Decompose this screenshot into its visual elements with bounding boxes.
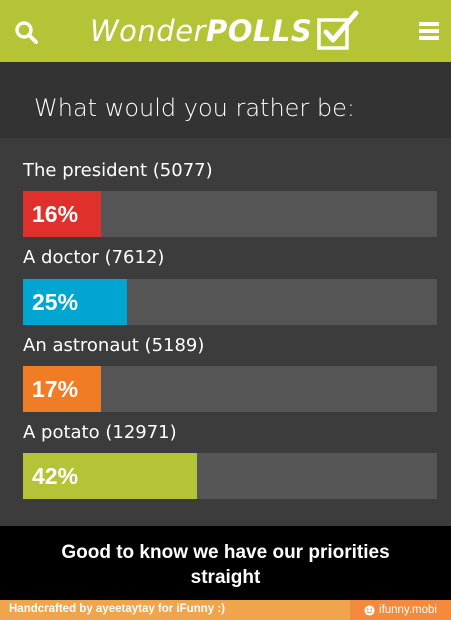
brand-logo[interactable]: Wonder POLLS [90,10,360,51]
watermark-footer: Handcrafted by ayeetaytay for iFunny :) … [0,600,451,620]
hamburger-menu-icon[interactable] [418,20,440,42]
search-icon[interactable] [14,20,38,44]
poll-option-fill: 16% [23,191,101,237]
brand-name-bold: POLLS [205,14,313,48]
caption-bar [0,526,451,600]
poll-option-percent: 42% [32,462,79,489]
poll-option-bar[interactable]: 17% [23,366,437,412]
poll-option-fill: 25% [23,279,127,325]
poll-option-percent: 16% [32,200,79,227]
smiley-icon [364,604,375,616]
caption-line-2: straight [190,567,261,588]
checkbox-check-icon [317,10,359,50]
poll-option-label: The president (5077) [23,160,213,181]
poll-option-bar[interactable]: 42% [23,453,437,499]
poll-option-percent: 25% [32,288,79,315]
poll-option-label: An astronaut (5189) [23,335,205,356]
footer-credit: Handcrafted by ayeetaytay for iFunny :) [9,603,225,615]
meme-caption: Good to know we have our priorities stra… [0,540,451,590]
poll-option-bar[interactable]: 16% [23,191,437,237]
poll-option-label: A doctor (7612) [23,247,165,268]
poll-question: What would you rather be: [34,94,356,122]
poll-option-percent: 17% [32,375,79,402]
poll-option-label: A potato (12971) [23,422,177,443]
poll-option-bar[interactable]: 25% [23,279,437,325]
question-bar [0,62,451,138]
footer-site: ifunny.mobi [379,604,437,616]
caption-line-1: Good to know we have our priorities [61,542,390,563]
brand-name-light: Wonder [90,14,206,48]
poll-option-fill: 17% [23,366,101,412]
poll-option-fill: 42% [23,453,197,499]
ifunny-link[interactable]: ifunny.mobi [350,600,451,620]
app-header: Wonder POLLS [0,0,451,62]
